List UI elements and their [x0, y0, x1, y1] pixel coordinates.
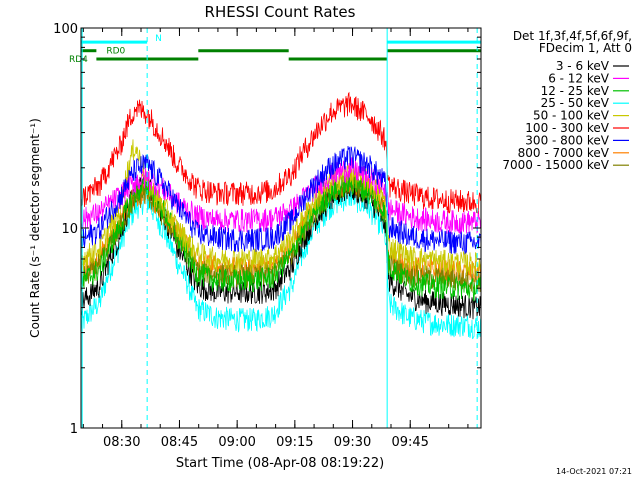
legend-label-800-7000-kev: 800 - 7000 keV — [518, 146, 610, 160]
legend: Det 1f,3f,4f,5f,6f,9f, FDecim 1, Att 0 3… — [502, 29, 632, 172]
legend-label-100-300-kev: 100 - 300 keV — [525, 121, 609, 135]
x-tick-label-2: 08:45 — [161, 435, 198, 450]
x-tick-label-1: 08:30 — [103, 435, 140, 450]
series-lines — [80, 91, 482, 340]
y-axis-label: Count Rate (s⁻¹ detector segment⁻¹) — [28, 118, 42, 338]
flag-label-rd0: RD0 — [106, 47, 125, 57]
flag-label-rd4: RD4 — [69, 55, 88, 65]
x-tick-label-4: 09:15 — [276, 435, 313, 450]
legend-label-12-25-kev: 12 - 25 keV — [541, 84, 610, 98]
chart-title: RHESSI Count Rates — [205, 3, 356, 21]
y-tick-label-2: 10 — [61, 222, 78, 237]
legend-label-25-50-kev: 25 - 50 keV — [541, 96, 610, 110]
flag-label-n: N — [155, 34, 162, 44]
series-line-100-300-kev — [80, 91, 482, 215]
y-tick-label-1: 1 — [70, 422, 78, 437]
legend-label-300-800-kev: 300 - 800 keV — [525, 133, 609, 147]
x-tick-label-5: 09:30 — [334, 435, 371, 450]
axis-ticks: 08:30 08:45 09:00 09:15 09:30 09:45 1 10 100 — [53, 22, 481, 450]
x-tick-label-3: 09:00 — [218, 435, 255, 450]
y-tick-label-3: 100 — [53, 22, 78, 37]
legend-label-3-6-kev: 3 - 6 keV — [556, 59, 610, 73]
legend-header-line2: FDecim 1, Att 0 — [539, 41, 632, 55]
x-tick-label-6: 09:45 — [391, 435, 428, 450]
legend-label-50-100-kev: 50 - 100 keV — [533, 109, 610, 123]
series-line-25-50-kev — [80, 188, 482, 340]
legend-label-7000-15000-kev: 7000 - 15000 keV — [502, 158, 609, 172]
series-line-300-800-kev — [80, 145, 482, 255]
generation-timestamp: 14-Oct-2021 07:21 — [556, 467, 632, 476]
x-axis-label: Start Time (08-Apr-08 08:19:22) — [176, 456, 384, 471]
series-line-12-25-kev — [80, 170, 482, 302]
legend-label-6-12-kev: 6 - 12 keV — [548, 71, 610, 85]
legend-header-line1: Det 1f,3f,4f,5f,6f,9f, — [513, 29, 632, 43]
